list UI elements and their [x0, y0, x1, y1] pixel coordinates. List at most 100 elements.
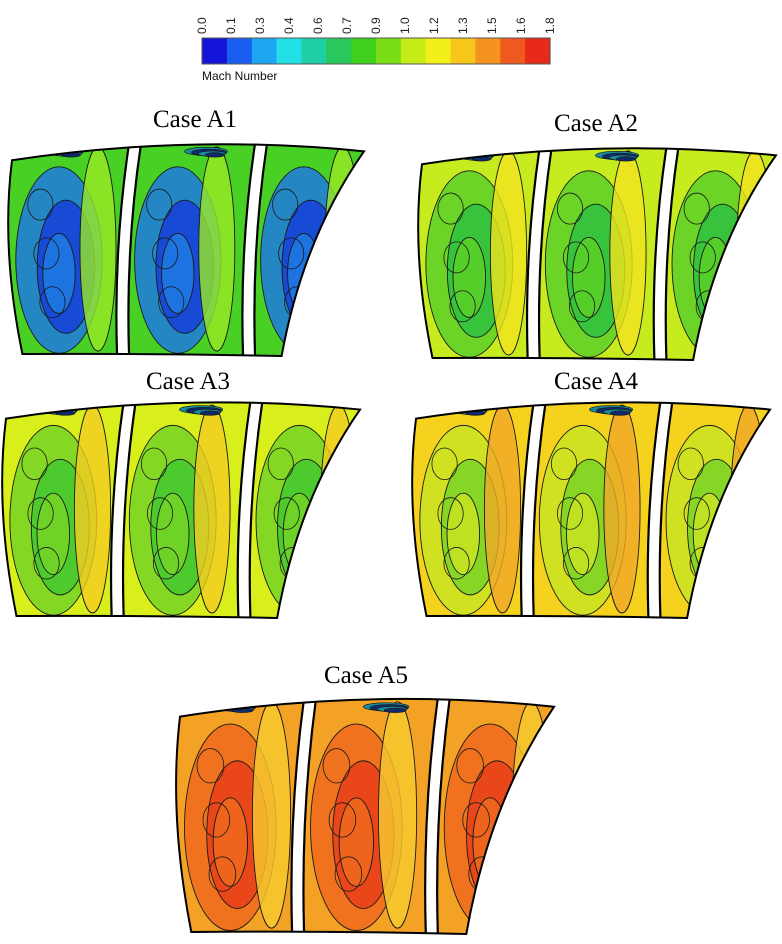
mach-isoline — [556, 192, 584, 225]
blade-profile — [519, 402, 548, 618]
mach-contour-region — [338, 797, 374, 887]
mach-contour-band — [730, 404, 768, 614]
mach-isoline — [683, 497, 710, 530]
shock-contour — [383, 707, 407, 713]
mach-isoline — [267, 447, 294, 481]
mach-isoline — [562, 547, 590, 580]
mach-contour-region — [212, 797, 248, 887]
domain-outline — [411, 401, 772, 620]
mach-contour-band — [73, 404, 112, 614]
mach-contour-region — [452, 237, 487, 318]
mach-isoline — [556, 497, 584, 530]
mach-isoline — [208, 856, 237, 892]
colorbar-tick-label: 1.8 — [543, 17, 556, 34]
mach-contour-band — [378, 701, 418, 929]
colorbar-gradient — [201, 37, 551, 65]
colorbar-cell — [450, 38, 477, 64]
colorbar-title: Mach Number — [202, 69, 277, 83]
mach-isoline — [443, 241, 470, 274]
mach-contour-region — [36, 492, 71, 575]
colorbar-cell — [202, 38, 228, 64]
colorbar-tick-label: 0.9 — [369, 17, 383, 34]
mach-contour-band — [489, 150, 528, 356]
case-a1-title: Case A1 — [152, 106, 238, 133]
blade-profile — [241, 144, 269, 356]
case-a3-contour-plot — [1, 401, 362, 620]
shock-contour — [610, 410, 631, 416]
blade-profile — [424, 698, 452, 934]
colorbar-cell — [251, 38, 278, 64]
colorbar-border — [201, 37, 551, 65]
mach-contour-region — [572, 237, 606, 318]
mach-contour-region — [472, 797, 508, 887]
mach-contour-region — [446, 492, 481, 575]
mach-contour-region — [156, 492, 190, 575]
mach-isoline — [146, 497, 174, 530]
colorbar-cell — [301, 38, 327, 64]
mach-contour-band — [609, 150, 647, 356]
mach-isoline — [431, 447, 458, 481]
mach-isoline — [334, 856, 363, 892]
colorbar-cell — [226, 38, 253, 64]
mach-isoline — [273, 497, 300, 530]
case-a4-contour-plot — [411, 401, 772, 620]
blade-profile — [115, 144, 143, 356]
blade-profile — [290, 698, 318, 934]
colorbar-cell — [376, 38, 402, 64]
blade-profile — [236, 402, 264, 618]
mach-isoline — [568, 290, 596, 323]
colorbar-cell — [525, 38, 551, 64]
mach-isoline — [278, 237, 305, 270]
mach-isoline — [272, 188, 299, 221]
mach-number-colorbar: 0.0 0.1 0.3 0.4 0.6 0.7 0.9 1.0 1.2 1.3 1.5 1.6 1.8 … — [196, 17, 556, 83]
mach-isoline — [21, 447, 48, 481]
mach-isoline — [550, 447, 578, 481]
mach-contour-band — [324, 146, 362, 352]
colorbar-cell — [276, 38, 303, 64]
mach-contour-region — [42, 233, 76, 314]
mach-contour-band — [736, 150, 774, 356]
mach-isoline — [462, 802, 490, 838]
colorbar-cell — [326, 38, 352, 64]
mach-isoline — [158, 286, 185, 319]
mach-contour-band — [511, 701, 551, 929]
case-a5-title: Case A5 — [323, 662, 409, 689]
mach-isoline — [27, 188, 54, 221]
colorbar-tick-labels: 0.0 0.1 0.3 0.4 0.6 0.7 0.9 1.0 1.2 1.3 1.5 1.6 1.8 — [196, 17, 556, 34]
shock-contour — [200, 410, 221, 416]
mach-isoline — [152, 237, 179, 270]
mach-isoline — [437, 192, 464, 225]
colorbar-tick-label: 1.6 — [514, 17, 528, 34]
case-a2-title: Case A2 — [553, 110, 639, 137]
mach-isoline — [456, 748, 484, 784]
blade-profile — [652, 148, 680, 360]
mach-contour-band — [198, 146, 236, 352]
mach-contour-band — [79, 146, 117, 352]
blade-profile — [109, 402, 138, 618]
colorbar-tick-label: 0.7 — [340, 17, 354, 34]
domain-outline — [175, 697, 556, 936]
mach-isoline — [322, 748, 351, 784]
colorbar-tick-label: 0.6 — [311, 17, 325, 34]
case-a5-contour-plot — [175, 697, 556, 936]
mach-isoline — [152, 547, 180, 580]
colorbar-cell — [351, 38, 377, 64]
blade-profile — [525, 148, 554, 360]
mach-contour-region — [161, 233, 195, 314]
blade-profile — [646, 402, 674, 618]
mach-contour-band — [320, 404, 358, 614]
colorbar-tick-label: 1.3 — [456, 17, 470, 34]
mach-isoline — [328, 802, 357, 838]
mach-isoline — [39, 286, 66, 319]
domain-outline — [417, 147, 778, 362]
colorbar-cell — [425, 38, 452, 64]
colorbar-tick-label: 0.0 — [196, 17, 209, 34]
mach-contour-region — [566, 492, 600, 575]
domain-outline — [7, 143, 366, 358]
mach-isoline — [196, 748, 225, 784]
mach-isoline — [683, 192, 710, 225]
mach-isoline — [202, 802, 231, 838]
mach-isoline — [140, 447, 168, 481]
colorbar-cell — [475, 38, 501, 64]
mach-isoline — [562, 241, 590, 274]
